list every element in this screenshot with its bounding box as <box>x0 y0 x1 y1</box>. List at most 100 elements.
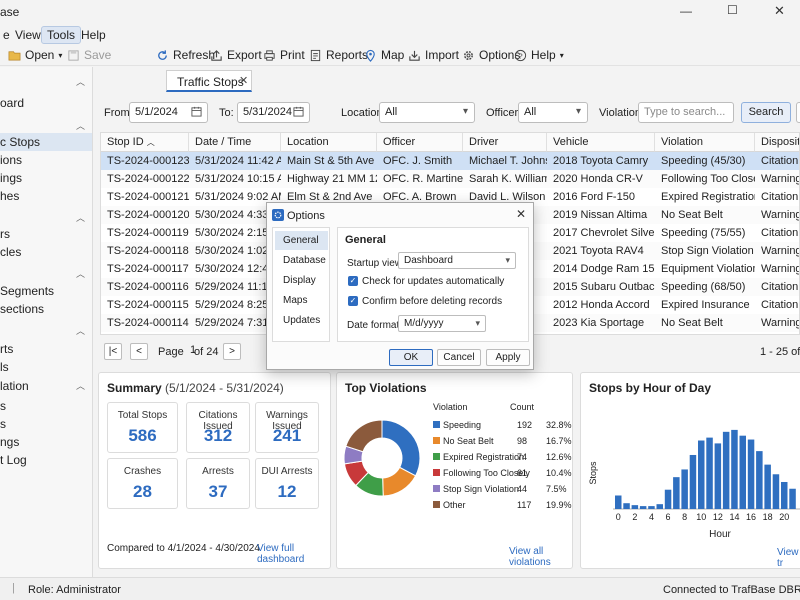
print-button[interactable]: Print <box>263 47 305 63</box>
maximize-icon[interactable]: ☐ <box>727 3 738 17</box>
from-date-field[interactable]: 5/1/2024 <box>129 102 208 123</box>
col-header-officer[interactable]: Officer <box>377 133 463 152</box>
prev-page-button[interactable]: < <box>130 343 148 360</box>
sidebar-item-intersections[interactable]: sections <box>0 302 45 316</box>
hour-bar <box>756 451 763 509</box>
sidebar-item-drivers[interactable]: rs <box>0 227 10 241</box>
view-dashboard-link[interactable]: View full dashboard <box>257 543 305 565</box>
title-bar: ase — ☐ ✕ <box>0 0 800 24</box>
col-header-vehicle[interactable]: Vehicle <box>547 133 655 152</box>
col-header-disposition[interactable]: Disposition <box>755 133 799 152</box>
x-tick-label: 6 <box>666 512 671 522</box>
confirm-delete-checkbox[interactable]: ✓ <box>348 296 358 306</box>
x-tick-label: 16 <box>746 512 756 522</box>
legend-col-violation: Violation <box>433 402 468 412</box>
view-trends-link[interactable]: View tr <box>777 547 799 569</box>
sidebar-item-settings[interactable]: ngs <box>0 435 20 449</box>
sidebar-item-vehicles[interactable]: cles <box>0 245 22 259</box>
save-label: Save <box>84 48 112 62</box>
apply-button[interactable]: Apply <box>486 349 530 366</box>
menu-help[interactable]: Help <box>81 28 106 42</box>
chevron-up-icon[interactable]: ︿ <box>76 77 86 87</box>
map-label: Map <box>381 48 405 62</box>
tab-traffic-stops[interactable]: Traffic Stops ✕ <box>166 70 252 92</box>
x-tick-label: 10 <box>696 512 706 522</box>
sidebar-item-warnings[interactable]: ings <box>0 171 23 185</box>
next-page-button[interactable]: > <box>223 343 241 360</box>
nav-maps[interactable]: Maps <box>283 295 308 306</box>
col-header-date[interactable]: Date / Time <box>189 133 281 152</box>
chevron-up-icon[interactable]: ︿ <box>76 121 86 131</box>
refresh-button[interactable]: Refresh <box>156 47 215 63</box>
clear-button[interactable] <box>796 102 800 123</box>
ok-button[interactable]: OK <box>389 349 433 366</box>
table-row[interactable]: TS-2024-000122 5/31/2024 10:15 AM Highway … <box>101 170 799 188</box>
sidebar-item-dashboard[interactable]: oard <box>0 96 25 110</box>
view-all-violations-link[interactable]: View all violations <box>509 546 551 568</box>
export-label: Export <box>227 48 262 62</box>
table-cell: Speeding (68/50) <box>661 281 746 293</box>
search-button[interactable]: Search <box>741 102 791 123</box>
chevron-up-icon[interactable]: ︿ <box>76 326 86 336</box>
sidebar-item-tools[interactable]: ls <box>0 360 9 374</box>
close-icon[interactable]: ✕ <box>239 75 249 87</box>
table-row[interactable]: TS-2024-000123 5/31/2024 11:42 AM Main St … <box>101 152 799 170</box>
first-page-button[interactable]: |< <box>104 343 122 360</box>
col-header-driver[interactable]: Driver <box>463 133 547 152</box>
startup-view-select[interactable]: Dashboard ▾ <box>398 252 516 269</box>
sidebar-item-road-segments[interactable]: Segments <box>0 284 55 298</box>
nav-database[interactable]: Database <box>283 255 326 266</box>
date-format-label: Date format: <box>347 320 403 331</box>
page-input[interactable]: 1 <box>190 344 197 356</box>
menu-bar: e View Tools Help <box>0 24 800 44</box>
close-icon[interactable]: ✕ <box>516 207 527 221</box>
calendar-icon[interactable] <box>191 106 202 120</box>
table-cell: 5/31/2024 11:42 AM <box>195 155 281 167</box>
sidebar-item-audit-log[interactable]: t Log <box>0 453 27 467</box>
options-button[interactable]: Options <box>462 47 520 63</box>
date-format-select[interactable]: M/d/yyyy ▾ <box>398 315 486 332</box>
officer-select[interactable]: All ▾ <box>518 102 588 123</box>
reports-button[interactable]: Reports <box>309 47 368 63</box>
table-cell: 5/30/2024 2:15 PM <box>195 227 281 239</box>
menu-file[interactable]: e <box>3 28 10 42</box>
map-button[interactable]: Map <box>364 47 404 63</box>
sidebar-item-roles[interactable]: s <box>0 417 6 431</box>
menu-view[interactable]: View <box>15 28 41 42</box>
chevron-up-icon[interactable]: ︿ <box>76 213 86 223</box>
nav-updates[interactable]: Updates <box>283 315 321 326</box>
open-button[interactable]: Open ▾ <box>8 47 62 63</box>
stops-by-hour-panel: Stops by Hour of Day 0 2 4 6 8 10 12 14 16 18 20 Ho… <box>580 372 800 569</box>
sidebar-item-users[interactable]: s <box>0 399 6 413</box>
check-updates-checkbox[interactable]: ✓ <box>348 276 358 286</box>
chevron-up-icon[interactable]: ︿ <box>76 269 86 279</box>
export-icon <box>210 49 223 62</box>
to-date-field[interactable]: 5/31/2024 <box>237 102 310 123</box>
chevron-up-icon[interactable]: ︿ <box>76 381 86 391</box>
violation-search-input[interactable]: Type to search... <box>638 102 734 123</box>
help-button[interactable]: ? Help ▾ <box>514 47 564 63</box>
table-cell: TS-2024-000119 <box>107 227 189 239</box>
cancel-button[interactable]: Cancel <box>437 349 481 366</box>
table-row[interactable]: TS-2024-000121 5/31/2024 9:02 AM Elm St & … <box>101 188 799 206</box>
close-window-icon[interactable]: ✕ <box>774 3 785 18</box>
col-header-violation[interactable]: Violation <box>655 133 755 152</box>
calendar-icon[interactable] <box>293 106 304 120</box>
import-label: Import <box>425 48 460 62</box>
minimize-icon[interactable]: — <box>680 4 692 18</box>
sidebar-item-citations[interactable]: ions <box>0 153 23 167</box>
menu-tools[interactable]: Tools <box>41 26 82 44</box>
save-button[interactable]: Save <box>67 47 111 63</box>
sidebar-item-reports[interactable]: rts <box>0 342 14 356</box>
export-button[interactable]: Export <box>210 47 262 63</box>
import-button[interactable]: Import <box>408 47 459 63</box>
sidebar-item-crashes[interactable]: hes <box>0 189 20 203</box>
nav-display[interactable]: Display <box>283 275 316 286</box>
location-select[interactable]: All ▾ <box>379 102 475 123</box>
col-header-stop-id[interactable]: Stop ID ︿ <box>101 133 189 152</box>
nav-general[interactable]: General <box>275 231 328 250</box>
sidebar-item-traffic-stops[interactable]: c Stops <box>0 133 92 151</box>
sidebar-item-administration[interactable]: lation <box>0 379 29 393</box>
table-cell: OFC. J. Smith <box>383 155 453 167</box>
col-header-location[interactable]: Location <box>281 133 377 152</box>
